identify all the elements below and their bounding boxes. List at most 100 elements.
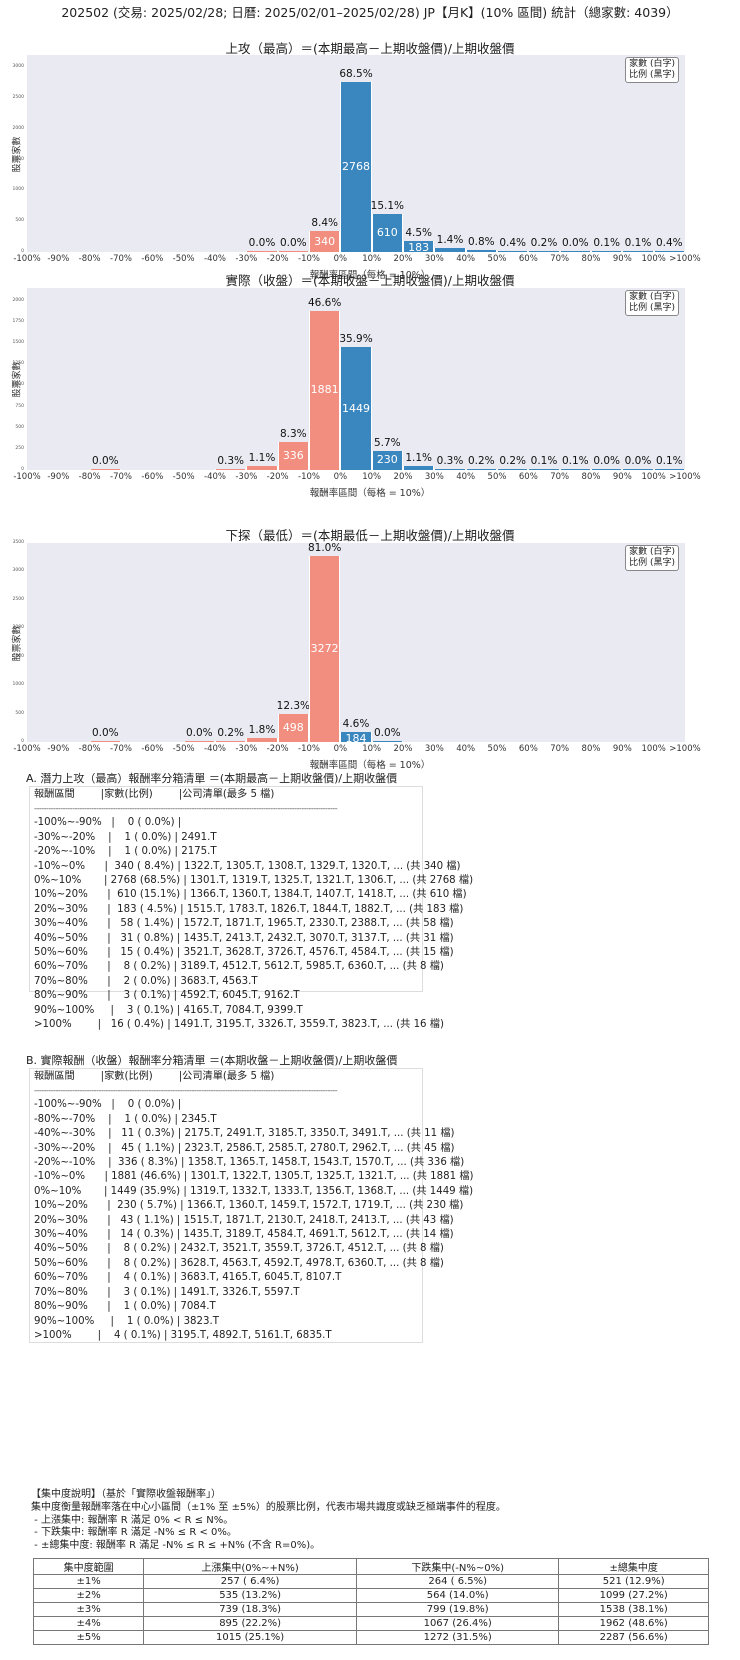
header-down: 下跌集中(-N%~0%)	[355, 1558, 560, 1575]
cell: 1538 (38.1%)	[558, 1602, 709, 1617]
bar-percent-label: 1.1%	[248, 452, 276, 465]
y-tick-label: 250	[15, 445, 24, 451]
bar-percent-label: 1.1%	[405, 452, 432, 465]
x-tick-label: 100%	[641, 744, 666, 754]
cell: 1067 (26.4%)	[355, 1616, 560, 1631]
x-tick-label: 10%	[362, 472, 382, 482]
bar-80%~90%	[591, 250, 623, 252]
cell: 1272 (31.5%)	[355, 1630, 560, 1645]
list-item: 40%~50% | 31 ( 0.8%) | 1435.T, 2413.T, 2…	[34, 932, 454, 944]
list-item: -20%~-10% | 336 ( 8.3%) | 1358.T, 1365.T…	[34, 1157, 465, 1169]
bar--10%~0%: 3272	[309, 555, 341, 742]
list-item: 70%~80% | 3 ( 0.1%) | 1491.T, 3326.T, 55…	[34, 1286, 300, 1298]
list-item: >100% | 16 ( 0.4%) | 1491.T, 3195.T, 332…	[34, 1019, 444, 1031]
bar-50%~60%	[497, 468, 529, 470]
cell: 257 ( 6.4%)	[143, 1574, 357, 1589]
list-item: >100% | 4 ( 0.1%) | 3195.T, 4892.T, 5161…	[34, 1329, 332, 1341]
bar--40%~-30%	[215, 468, 247, 470]
table-row: ±4% 895 (22.2%) 1067 (26.4%) 1962 (48.6%…	[32, 1616, 709, 1631]
list-b-box: 報酬區間 |家數(比例) |公司清單(最多 5 檔) -------------…	[29, 1068, 474, 1343]
list-item: 40%~50% | 8 ( 0.2%) | 2432.T, 3521.T, 35…	[34, 1243, 444, 1255]
x-tick-label: -90%	[47, 744, 70, 754]
x-tick-label: 50%	[487, 472, 507, 482]
bar-count-label: 183	[408, 240, 430, 254]
bar-percent-label: 0.0%	[279, 236, 307, 249]
x-tick-label: 0%	[333, 254, 348, 264]
table-row: ±3% 739 (18.3%) 799 (19.8%) 1538 (38.1%)	[32, 1602, 709, 1617]
bar-count-label: 2768	[341, 159, 370, 173]
legend-percent-label: 比例 (黑字)	[629, 303, 675, 313]
bar-count-label: 610	[376, 226, 398, 240]
bar-percent-label: 0.2%	[467, 454, 495, 467]
x-tick-label: -70%	[110, 472, 132, 482]
bar-percent-label: 1.8%	[248, 723, 276, 736]
x-tick-label: >100%	[669, 254, 701, 264]
x-tick-label: 10%	[362, 254, 382, 264]
plot-area: 0.0% 0.3% 1.1% 336 8.3% 1881 46.6% 1449 35.9% 230…	[27, 288, 685, 470]
list-item: -100%~-90% | 0 ( 0.0%) |	[34, 1099, 182, 1111]
x-tick-label: 30%	[424, 744, 444, 754]
list-item: 10%~20% | 230 ( 5.7%) | 1366.T, 1360.T, …	[34, 1200, 464, 1212]
list-item: -10%~0% | 1881 (46.6%) | 1301.T, 1322.T,…	[34, 1171, 474, 1183]
x-tick-label: 100%	[641, 254, 666, 264]
y-tick-label: 2500	[12, 596, 24, 602]
cell: 1099 (27.2%)	[558, 1588, 709, 1603]
cell: 739 (18.3%)	[143, 1602, 357, 1617]
x-tick-label: 30%	[424, 254, 444, 264]
y-tick-label: 500	[15, 424, 24, 430]
bar--80%~-70%	[89, 740, 121, 742]
table-header-row: 集中度範圍 上漲集中(0%~+N%) 下跌集中(-N%~0%) ±總集中度	[32, 1558, 709, 1575]
header-total: ±總集中度	[558, 1558, 709, 1575]
bar--40%~-30%	[215, 740, 247, 742]
y-tick-label: 2000	[12, 625, 24, 631]
bar-0%~10%: 1449	[340, 347, 372, 470]
bar->100%	[653, 250, 685, 252]
cell: 799 (19.8%)	[355, 1602, 560, 1617]
y-tick-label: 750	[15, 403, 24, 409]
bar-percent-label: 0.0%	[248, 236, 276, 249]
x-tick-label: -60%	[141, 744, 164, 754]
x-tick-label: -90%	[47, 254, 70, 264]
x-tick-label: 70%	[550, 472, 570, 482]
y-tick-label: 3000	[12, 568, 24, 574]
list-item: -20%~-10% | 1 ( 0.0%) | 2175.T	[34, 846, 217, 858]
header-range: 集中度範圍	[32, 1558, 145, 1575]
bar-0%~10%: 2768	[340, 81, 372, 252]
bar-40%~50%	[465, 250, 497, 252]
chart-title: 下探（最低）＝(本期最低－上期收盤價)/上期收盤價	[225, 528, 515, 543]
y-tick-label: 3000	[12, 64, 24, 70]
list-b-rows: -100%~-90% | 0 ( 0.0%) | -80%~-70% | 1 ( …	[34, 1098, 474, 1343]
bar--10%~0%: 1881	[309, 310, 341, 470]
x-tick-label: -70%	[110, 744, 132, 754]
x-tick-label: -70%	[110, 254, 132, 264]
x-tick-label: >100%	[669, 744, 701, 754]
x-tick-label: >100%	[669, 472, 701, 482]
bar-count-label: 340	[314, 234, 336, 248]
concentration-note: - 下跌集中: 報酬率 R 滿足 -N% ≤ R < 0%。	[31, 1527, 237, 1539]
x-tick-label: -50%	[172, 472, 195, 482]
list-item: 80%~90% | 1 ( 0.0%) | 7084.T	[34, 1301, 216, 1313]
x-tick-label: 30%	[424, 472, 444, 482]
bar--30%~-20%	[246, 737, 278, 742]
bar-percent-label: 4.6%	[342, 717, 370, 730]
y-tick-label: 1500	[12, 156, 24, 162]
x-tick-label: 90%	[612, 472, 632, 482]
x-tick-label: 20%	[393, 254, 413, 264]
x-tick-label: -30%	[235, 254, 258, 264]
y-tick-label: 500	[15, 218, 24, 224]
x-tick-label: -40%	[204, 254, 226, 264]
list-item: -30%~-20% | 45 ( 1.1%) | 2323.T, 2586.T,…	[34, 1142, 455, 1154]
bar-percent-label: 0.0%	[91, 726, 119, 739]
x-tick-label: -90%	[47, 472, 70, 482]
list-item: 0%~10% | 1449 (35.9%) | 1319.T, 1332.T, …	[34, 1185, 474, 1197]
bar-30%~40%	[434, 248, 466, 252]
bar-count-label: 1881	[310, 383, 339, 397]
bar-percent-label: 0.8%	[467, 236, 495, 249]
bar-percent-label: 4.5%	[405, 226, 432, 239]
list-header: 報酬區間 |家數(比例) |公司清單(最多 5 檔)	[34, 789, 275, 800]
chart-legend: 家數 (白字) 比例 (黑字)	[625, 545, 679, 571]
bar-percent-label: 0.1%	[530, 454, 558, 467]
x-tick-label: -80%	[78, 254, 101, 264]
bar--10%~0%: 340	[309, 231, 341, 252]
list-a-rows: -100%~-90% | 0 ( 0.0%) | -30%~-20% | 1 ( …	[34, 816, 473, 1032]
